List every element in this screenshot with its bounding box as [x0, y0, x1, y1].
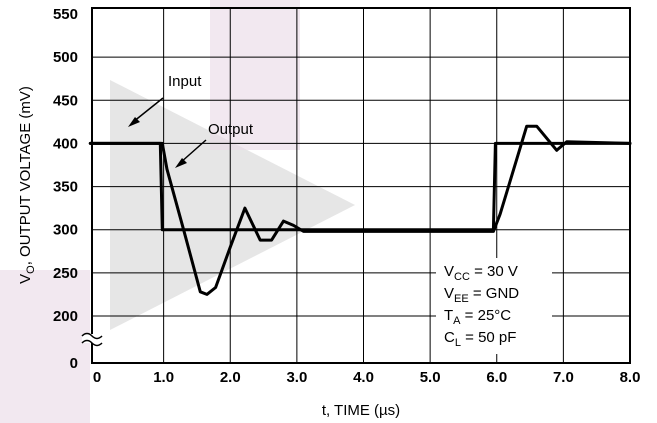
x-tick-label: 0 [93, 369, 101, 386]
y-tick-label: 550 [53, 6, 78, 23]
x-tick-label: 5.0 [420, 369, 441, 386]
condition-line: CL = 50 pF [444, 329, 516, 349]
watermark [0, 0, 355, 423]
y-tick-label: 400 [53, 135, 78, 152]
output-annotation-label: Output [208, 121, 254, 138]
y-tick-label: 0 [70, 355, 78, 372]
condition-line: VCC = 30 V [444, 263, 518, 283]
axis-break-symbol [81, 332, 104, 347]
x-tick-label: 1.0 [153, 369, 174, 386]
condition-line: TA = 25°C [444, 307, 511, 327]
input-annotation: Input [128, 73, 202, 127]
x-axis-title: t, TIME (µs) [322, 402, 400, 419]
x-tick-label: 6.0 [486, 369, 507, 386]
x-tick-label: 2.0 [220, 369, 241, 386]
x-tick-label: 3.0 [286, 369, 307, 386]
y-tick-label: 250 [53, 265, 78, 282]
y-axis-title: VO, OUTPUT VOLTAGE (mV) [17, 86, 37, 284]
y-tick-label: 450 [53, 92, 78, 109]
x-tick-labels: 0 1.0 2.0 3.0 4.0 5.0 6.0 7.0 8.0 [93, 369, 641, 386]
y-tick-label: 200 [53, 308, 78, 325]
series-line-output [88, 124, 632, 296]
x-tick-label: 4.0 [353, 369, 374, 386]
input-annotation-label: Input [168, 73, 202, 90]
y-tick-label: 500 [53, 49, 78, 66]
x-tick-label: 7.0 [553, 369, 574, 386]
output-annotation: Output [175, 121, 254, 168]
condition-line: VEE = GND [444, 285, 519, 305]
output-annotation-arrow [179, 139, 207, 164]
x-tick-label: 8.0 [620, 369, 641, 386]
series-group [88, 124, 632, 296]
y-tick-label: 300 [53, 222, 78, 239]
y-tick-labels: 0 200 250 300 350 400 450 500 550 [53, 6, 78, 372]
input-annotation-arrow [132, 97, 164, 123]
y-tick-label: 350 [53, 179, 78, 196]
plot-frame [91, 7, 631, 364]
